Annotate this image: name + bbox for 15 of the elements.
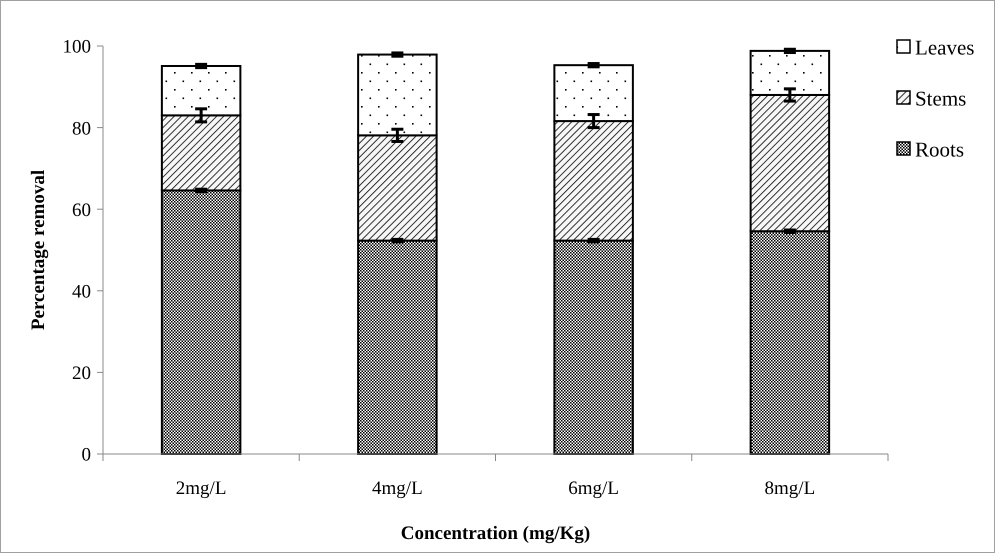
y-tick-label: 20 [72, 363, 91, 384]
y-tick-label: 100 [62, 36, 91, 58]
y-axis-title: Percentage removal [28, 170, 49, 330]
x-tick-label: 8mg/L [764, 478, 816, 499]
x-tick-label: 2mg/L [176, 478, 226, 499]
x-axis-title: Concentration (mg/Kg) [400, 523, 590, 544]
legend-label: Leaves [915, 35, 974, 60]
x-tick-label: 6mg/L [568, 478, 619, 499]
y-tick-label: 80 [72, 118, 91, 140]
legend-label: Roots [915, 137, 964, 162]
x-tick-label: 4mg/L [372, 478, 423, 499]
y-tick-label: 60 [72, 200, 91, 221]
y-tick-label: 0 [82, 444, 91, 466]
legend-label: Stems [915, 86, 966, 110]
y-tick-label: 40 [72, 281, 91, 302]
